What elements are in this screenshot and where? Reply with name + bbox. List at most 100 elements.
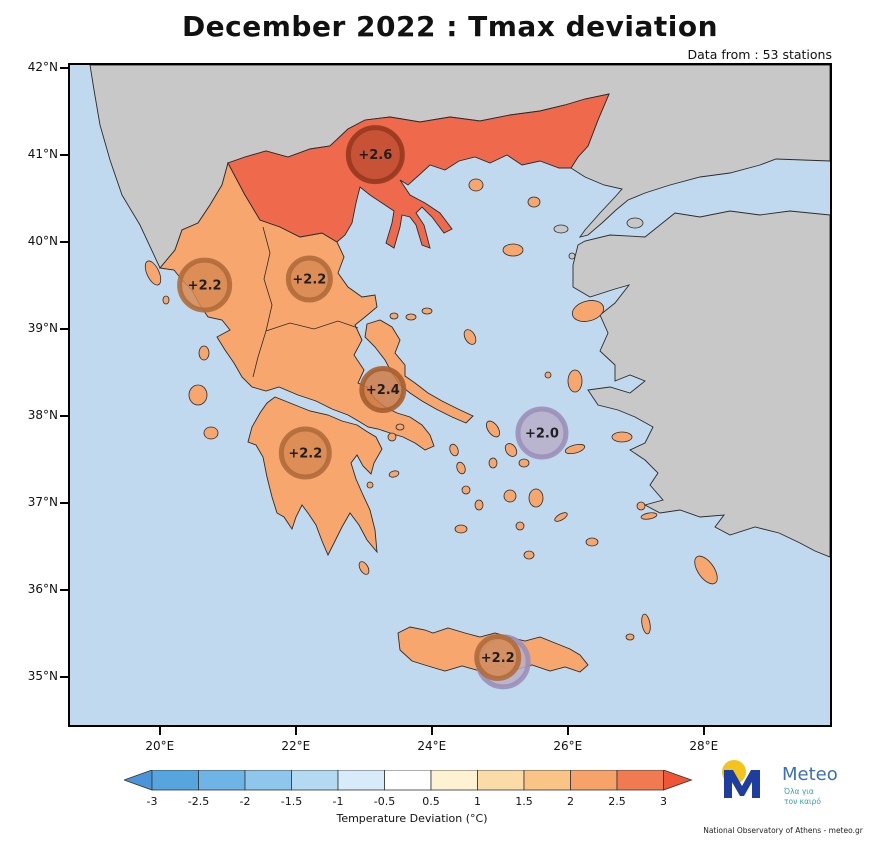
lat-tick <box>60 675 68 678</box>
island-shape <box>488 457 498 469</box>
meteo-logo: Meteo Όλα για τον καιρό <box>716 756 878 818</box>
lat-label: 39°N <box>27 320 58 335</box>
island-shape <box>503 489 517 503</box>
island-shape <box>358 561 370 575</box>
map-frame: +2.6 +2.2 +2.2 +2.4 +2.2 +2.0 +2.2 <box>68 63 832 727</box>
island-shape <box>625 633 635 641</box>
page-title: December 2022 : Tmax deviation <box>181 10 719 43</box>
credit-line: National Observatory of Athens - meteo.g… <box>703 826 863 835</box>
island-shape <box>636 501 646 511</box>
island-shape <box>144 260 162 286</box>
lon-label: 26°E <box>553 739 583 753</box>
colorbar-segment <box>151 769 199 791</box>
lat-tick <box>60 66 68 69</box>
island-shape <box>527 196 541 208</box>
island-shape <box>564 443 586 455</box>
greece-map: +2.6 +2.2 +2.2 +2.4 +2.2 +2.0 +2.2 <box>70 65 830 725</box>
colorbar-segment <box>198 769 246 791</box>
station-marker <box>278 426 332 480</box>
lat-label: 38°N <box>27 407 58 422</box>
station-value-label: +2.2 <box>188 279 222 294</box>
island-shape <box>641 613 651 635</box>
lat-label: 41°N <box>27 146 58 161</box>
island-shape <box>504 443 518 457</box>
island-shape <box>640 512 658 520</box>
island-shape <box>405 313 417 321</box>
stations-count-note: Data from : 53 stations <box>687 47 832 62</box>
island-shape <box>449 443 459 457</box>
island-shape <box>474 499 484 511</box>
meteo-logo-mark <box>722 760 760 798</box>
colorbar-tick-label: -0.5 <box>374 795 395 808</box>
lon-label: 20°E <box>145 739 175 753</box>
colorbar-arrow <box>122 769 153 791</box>
station-value-label: +2.4 <box>366 383 400 398</box>
colorbar-segment <box>244 769 292 791</box>
colorbar-tick-label: -2.5 <box>188 795 209 808</box>
colorbar: -3 -2.5 -2 -1.5 -1 -0.5 0.5 1 1.5 2 2.5 3 <box>122 769 700 814</box>
island-shape <box>486 420 500 438</box>
colorbar-arrow <box>663 769 693 791</box>
colorbar-segment <box>430 769 478 791</box>
lon-tick <box>430 727 433 735</box>
station-value-label: +2.0 <box>525 427 559 442</box>
colorbar-segment <box>384 769 432 791</box>
lon-label: 24°E <box>417 739 447 753</box>
lat-label: 42°N <box>27 59 58 74</box>
island-shape <box>388 470 400 478</box>
station-value-label: +2.2 <box>481 651 515 666</box>
island-shape <box>456 461 466 475</box>
colorbar-caption: Temperature Deviation (°C) <box>336 812 488 825</box>
island-shape <box>528 488 544 508</box>
meteo-m-icon <box>724 770 760 798</box>
lat-tick <box>60 588 68 591</box>
colorbar-segment <box>291 769 339 791</box>
station-marker <box>345 125 405 185</box>
colorbar-segment <box>570 769 618 791</box>
island-shape <box>366 481 374 489</box>
island-shape <box>544 371 552 379</box>
island-shape <box>387 432 397 442</box>
colorbar-tick-label: -1 <box>333 795 344 808</box>
island-shape <box>468 178 484 192</box>
colorbar-tick-label: -2 <box>240 795 251 808</box>
lon-tick <box>294 727 297 735</box>
colorbar-segment <box>477 769 525 791</box>
island-shape <box>421 307 433 315</box>
island-shape <box>694 555 718 585</box>
island-shape <box>454 524 468 534</box>
colorbar-scale: -3 -2.5 -2 -1.5 -1 -0.5 0.5 1 1.5 2 2.5 3 <box>122 769 693 808</box>
island-shape <box>395 423 405 431</box>
lat-tick <box>60 501 68 504</box>
colorbar-segment <box>616 769 664 791</box>
lat-tick <box>60 153 68 156</box>
meteo-logo-text: Meteo <box>782 764 838 785</box>
island-shape <box>571 300 605 322</box>
anatolia-land-shape <box>572 210 830 558</box>
colorbar-tick-label: -3 <box>147 795 158 808</box>
island-shape <box>203 426 219 440</box>
station-marker <box>177 257 233 313</box>
island-shape <box>567 369 583 393</box>
lat-tick <box>60 414 68 417</box>
greek-islands-group <box>144 178 718 641</box>
lon-tick <box>158 727 161 735</box>
island-shape <box>523 550 535 560</box>
region-border-lines <box>252 226 359 378</box>
colorbar-tick-label: 0.5 <box>422 795 440 808</box>
lat-label: 35°N <box>27 668 58 683</box>
island-shape <box>568 252 576 260</box>
north-greece-region-shape <box>227 93 610 249</box>
island-shape <box>611 431 633 443</box>
island-shape <box>502 243 524 257</box>
lat-tick <box>60 327 68 330</box>
island-shape <box>585 537 599 547</box>
station-marker <box>474 633 522 681</box>
colorbar-tick-label: 1.5 <box>515 795 533 808</box>
station-value-label: +2.2 <box>288 447 322 462</box>
colorbar-tick-label: 3 <box>660 795 667 808</box>
island-shape <box>188 384 208 406</box>
colorbar-tick-label: -1.5 <box>281 795 302 808</box>
island-shape <box>162 295 170 305</box>
